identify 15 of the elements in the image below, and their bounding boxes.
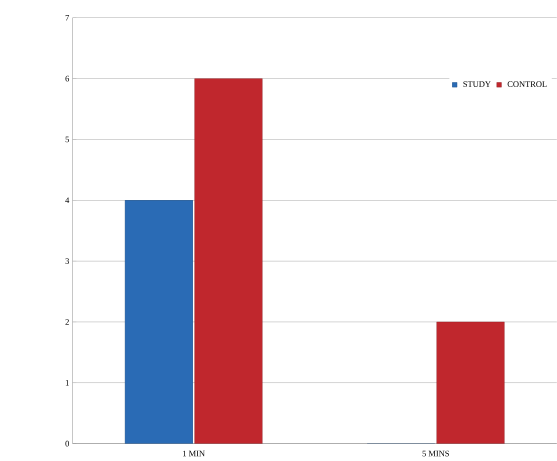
y-tick-label: 5: [66, 136, 70, 142]
y-tick-label: 7: [66, 15, 70, 21]
y-tick-label: 3: [66, 258, 70, 264]
bar: [194, 78, 262, 444]
x-tick-label: 1 MIN: [183, 450, 205, 456]
y-tick-label: 0: [65, 440, 70, 447]
legend-label: CONTROL: [508, 81, 547, 88]
legend-label: STUDY: [463, 81, 491, 88]
y-tick-label: 1: [66, 380, 69, 386]
y-tick-label: 4: [65, 198, 70, 204]
x-tick-label: 5 MINS: [422, 450, 449, 457]
bar: [124, 200, 193, 444]
y-tick-label: 2: [65, 319, 69, 325]
bar: [436, 322, 505, 444]
y-tick-label: 6: [65, 76, 70, 82]
